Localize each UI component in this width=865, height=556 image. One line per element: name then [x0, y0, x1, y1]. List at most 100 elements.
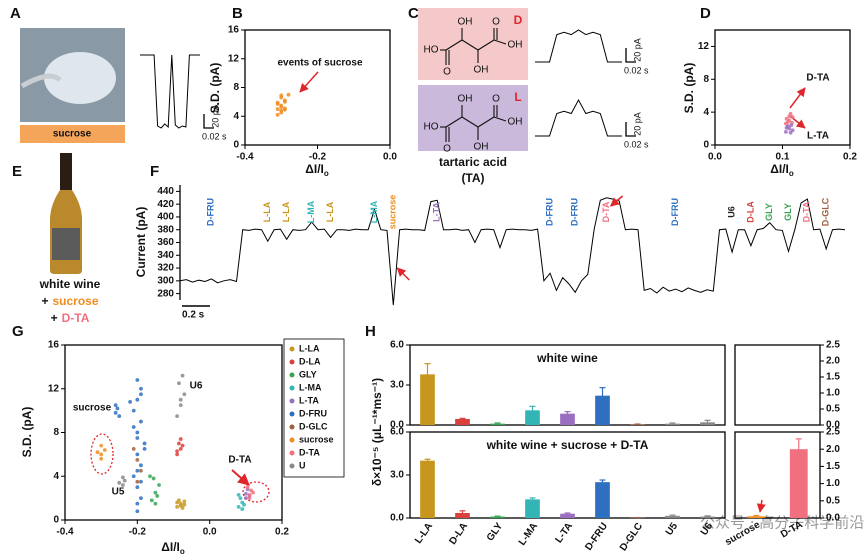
x-tick-label: -0.4: [56, 527, 74, 538]
point: [784, 125, 789, 130]
y2-tick-label: 2.0: [826, 356, 840, 367]
point: [790, 115, 795, 119]
x-tick-label: 0.2: [275, 527, 289, 538]
point: [135, 509, 140, 514]
legend-swatch: [289, 411, 295, 417]
bar: [525, 499, 540, 518]
panel-letter: E: [12, 163, 22, 180]
y-tick-label: 360: [157, 237, 174, 248]
annotation: U6: [190, 381, 203, 392]
atom-label: OH: [474, 65, 489, 76]
event-label: L-LA: [262, 201, 272, 222]
panel-letter: F: [150, 163, 159, 180]
point: [135, 479, 140, 484]
atom-label: O: [443, 67, 451, 78]
x-axis-label-main: ΔI/I: [161, 540, 180, 554]
point: [175, 414, 180, 418]
y-tick-label: 300: [157, 275, 174, 286]
bar: [525, 410, 540, 425]
point: [139, 468, 143, 473]
x-tick-label: 0.0: [203, 527, 217, 538]
atom-label: OH: [458, 94, 473, 105]
x-tick-label: -0.2: [129, 527, 147, 538]
point: [175, 452, 180, 457]
x-axis-label-main: ΔI/I: [770, 162, 789, 176]
point: [243, 496, 248, 501]
event-label: D-FRU: [670, 198, 680, 226]
point: [180, 373, 185, 378]
enantiomer-tag: D: [514, 13, 523, 27]
y2-tick-label: 1.0: [826, 478, 840, 489]
point: [155, 494, 160, 498]
panel-letter: B: [232, 5, 243, 22]
y-tick-label: 340: [157, 250, 174, 261]
x-tick-label: 0.0: [383, 152, 397, 163]
atom-label: OH: [474, 142, 489, 153]
point: [279, 93, 284, 98]
addition-label: + D-TA: [51, 311, 90, 325]
enantiomer-tag: L: [514, 90, 521, 104]
point: [99, 456, 104, 461]
point: [177, 381, 181, 386]
point: [99, 443, 104, 448]
point: [236, 504, 241, 509]
x-tick-label: L-TA: [553, 521, 575, 545]
x-axis-label-main: ΔI/I: [305, 162, 324, 176]
atom-label: O: [443, 144, 451, 155]
point: [178, 447, 183, 451]
annotation: D-TA: [228, 455, 251, 466]
legend-swatch: [289, 463, 295, 469]
error-bar: [634, 423, 641, 425]
error-bar: [459, 417, 466, 420]
y-tick-label: 16: [48, 340, 60, 351]
error-bar: [599, 387, 606, 404]
point: [789, 123, 794, 128]
x-tick-label: D-LA: [447, 521, 470, 547]
point: [275, 102, 280, 106]
event-label: D-FRU: [206, 198, 216, 226]
trace: [140, 54, 200, 129]
point: [182, 502, 187, 507]
panel-letter: D: [700, 5, 711, 22]
y-axis-label: S.D. (pA): [208, 63, 222, 114]
bond: [461, 39, 479, 51]
legend-swatch: [289, 424, 295, 430]
arrow: [609, 195, 624, 207]
point: [120, 483, 125, 487]
y2-tick-label: 2.0: [826, 444, 840, 455]
error-bar: [564, 512, 571, 515]
y-axis-label: S.D. (pA): [682, 63, 696, 114]
scale-label: 20 pA: [210, 104, 220, 128]
scale-label: 0.02 s: [624, 65, 649, 75]
error-bar: [494, 515, 501, 517]
bond: [477, 116, 495, 128]
point: [182, 392, 187, 397]
y-tick-label: 4: [233, 111, 239, 122]
legend-swatch: [289, 398, 295, 404]
scale-bar: [625, 48, 636, 63]
trace: [535, 29, 622, 63]
legend-label: D-FRU: [299, 408, 327, 418]
x-tick-label: 0.2: [843, 152, 857, 163]
bar: [560, 413, 575, 425]
point: [135, 485, 140, 490]
legend-swatch: [289, 346, 295, 352]
bond: [493, 39, 507, 45]
scale-label: 20 pA: [632, 112, 642, 136]
point: [139, 496, 143, 501]
x-axis-label-sub: o: [324, 169, 329, 178]
y-tick-label: 8: [233, 82, 239, 93]
scale-label: 0.2 s: [182, 310, 205, 321]
legend-label: L-LA: [299, 343, 320, 353]
point: [115, 406, 120, 411]
y-tick-label: 0.0: [390, 513, 404, 524]
y-axis-label: S.D. (pA): [20, 407, 34, 458]
point: [236, 492, 241, 497]
point: [135, 378, 140, 382]
sucrose-label: sucrose: [53, 129, 92, 140]
x-axis-label-sub: o: [180, 547, 185, 556]
y-tick-label: 12: [48, 383, 60, 394]
scale-label: 20 pA: [632, 38, 642, 62]
point: [131, 447, 136, 451]
